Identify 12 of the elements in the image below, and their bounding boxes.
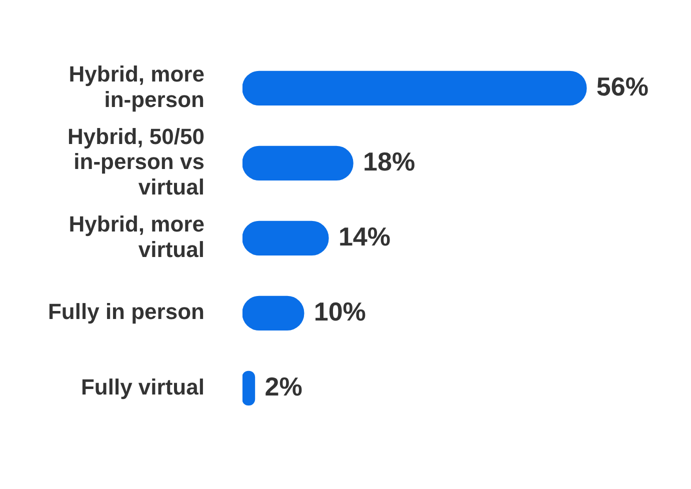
y-tick-label: Fully in person — [48, 299, 204, 324]
y-tick-label: Hybrid, more in-person — [68, 62, 204, 112]
data-label: 18% — [363, 146, 416, 176]
y-tick-label: Fully virtual — [80, 374, 204, 400]
bar — [242, 70, 587, 106]
y-tick-label: Hybrid, 50/50 in-person vs virtual — [68, 124, 204, 200]
data-label: 56% — [596, 71, 648, 102]
data-label: 2% — [264, 371, 302, 402]
y-tick-label: Hybrid, more virtual — [68, 212, 204, 262]
bar — [242, 146, 354, 180]
data-label: 10% — [314, 296, 366, 326]
data-label: 14% — [338, 221, 390, 252]
